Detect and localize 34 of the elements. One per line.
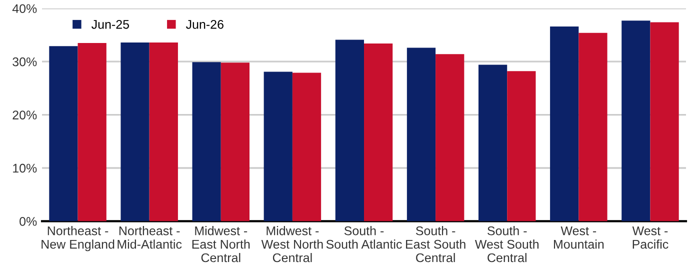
bar — [406, 48, 436, 222]
bar — [264, 72, 292, 222]
bar — [78, 42, 106, 222]
x-tick-label: South - East South Central — [406, 226, 466, 262]
y-tick-label: 20% — [12, 110, 37, 120]
x-tick-label: Northeast - New England — [42, 226, 114, 252]
bar — [622, 20, 650, 222]
bar — [49, 46, 78, 222]
bar — [578, 32, 608, 222]
bar — [650, 22, 679, 222]
x-tick-label: Midwest - East North Central — [192, 226, 250, 262]
y-tick-label: 0% — [20, 217, 37, 226]
x-tick-label: South - South Atlantic — [326, 226, 402, 249]
x-tick-label: South - West South Central — [474, 226, 538, 262]
legend-label: Jun-26 — [186, 20, 224, 29]
y-tick-label: 40% — [12, 4, 37, 14]
x-tick-label: West - Mountain — [554, 226, 604, 249]
x-tick-label: Northeast - Mid-Atlantic — [118, 226, 182, 249]
bar — [364, 44, 393, 222]
y-tick-label: 30% — [12, 57, 37, 66]
y-tick-label: 10% — [13, 164, 37, 173]
bar — [507, 71, 536, 222]
bar — [192, 62, 221, 222]
bar — [220, 62, 250, 222]
bar — [149, 42, 178, 222]
x-tick-label: Midwest - West North Central — [261, 226, 323, 262]
bar — [436, 54, 464, 222]
x-tick-label: West - Pacific — [632, 226, 668, 249]
bar — [478, 64, 508, 222]
legend-label: Jun-25 — [92, 20, 130, 29]
bar — [335, 40, 364, 222]
bar — [550, 26, 579, 222]
bar — [292, 72, 322, 222]
bar — [120, 42, 150, 222]
